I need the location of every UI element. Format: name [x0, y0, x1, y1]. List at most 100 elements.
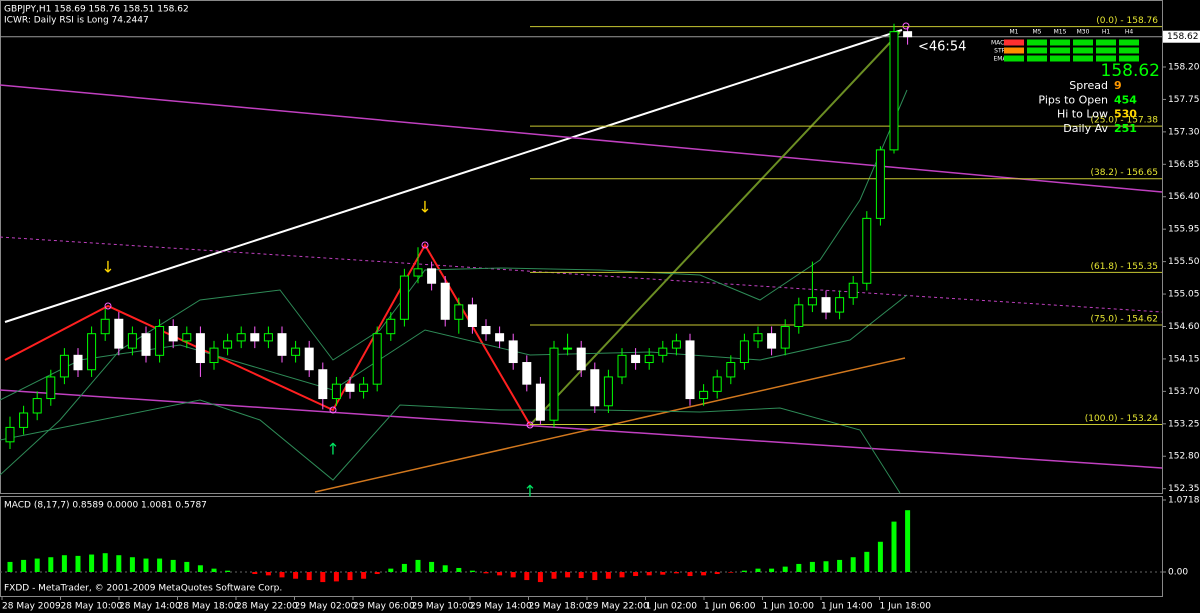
- macd-bar: [633, 571, 639, 577]
- macd-bar: [143, 558, 149, 572]
- candle-body: [277, 333, 287, 356]
- timeframe: H1: [1102, 29, 1111, 36]
- macd-bar: [401, 563, 407, 572]
- macd-bar: [864, 551, 870, 572]
- timeframe: H4: [1125, 29, 1134, 36]
- indicator: MACD: [991, 40, 1009, 47]
- signal-cell: [1050, 47, 1070, 54]
- candle-body: [522, 362, 532, 385]
- candle-body: [263, 333, 273, 342]
- fib-trend: [529, 31, 901, 426]
- candle-body: [794, 304, 804, 327]
- y-tick-label: 157.75: [1168, 95, 1200, 105]
- macd-bar: [605, 571, 611, 579]
- candle-body: [549, 347, 559, 421]
- signal-cell: [1096, 55, 1116, 62]
- candle-body: [726, 362, 736, 378]
- y-tick-label: 157.30: [1168, 127, 1200, 137]
- macd-bar: [306, 571, 312, 581]
- macd-bar: [714, 571, 720, 575]
- candle-body: [114, 318, 124, 349]
- band-lower: [0, 399, 901, 494]
- candle-body: [73, 354, 83, 371]
- signal-cell: [1004, 55, 1024, 62]
- macd-bar: [48, 557, 54, 572]
- candle-body: [372, 333, 382, 385]
- macd-bar: [497, 571, 503, 576]
- candle-body: [386, 318, 396, 335]
- macd-bar: [510, 571, 516, 578]
- macd-bar: [769, 568, 775, 572]
- current-price-box: [1163, 30, 1200, 43]
- x-tick-label: 28 May 10:00: [61, 602, 123, 612]
- candle-body: [848, 282, 858, 299]
- candle-body: [182, 333, 192, 342]
- candle-body: [603, 376, 613, 407]
- signal-cell: [1119, 55, 1139, 62]
- candle-body: [508, 340, 518, 364]
- info-label: Spread: [1069, 79, 1108, 92]
- macd-tick-label: 1.0718: [1168, 496, 1200, 506]
- band-mid: [0, 294, 908, 401]
- macd-bar: [551, 571, 557, 579]
- macd-tick-label: 0.00: [1168, 567, 1188, 577]
- y-tick-label: 156.40: [1168, 192, 1200, 202]
- y-tick-label: 155.50: [1168, 257, 1200, 267]
- candle-body: [685, 340, 695, 400]
- macd-bar: [184, 561, 190, 572]
- candle-body: [875, 149, 885, 219]
- candle-body: [127, 333, 137, 349]
- candle-body: [331, 383, 341, 400]
- y-tick-label: 156.85: [1168, 160, 1200, 170]
- y-tick-label: 154.60: [1168, 322, 1200, 332]
- macd-bar: [701, 571, 707, 576]
- macd-bar: [537, 571, 543, 583]
- info-value: 251: [1114, 122, 1137, 135]
- fib-label: (61.8) - 155.35: [1090, 262, 1158, 272]
- y-tick-label: 155.05: [1168, 290, 1200, 300]
- macd-bar: [388, 568, 394, 572]
- current-price-label: 158.62: [1167, 32, 1199, 42]
- macd-bar: [293, 571, 299, 579]
- y-tick-label: 153.25: [1168, 419, 1200, 429]
- candle-body: [141, 333, 151, 356]
- candle-body: [46, 376, 56, 400]
- macd-bar: [129, 557, 135, 572]
- macd-bar: [116, 555, 122, 572]
- candle-body: [712, 376, 722, 392]
- candle-body: [19, 412, 29, 428]
- macd-bar: [456, 567, 462, 572]
- y-tick-label: 158.20: [1168, 62, 1200, 72]
- macd-bar: [809, 561, 815, 572]
- chart-title: GBPJPY,H1 158.69 158.76 158.51 158.62: [4, 5, 189, 15]
- candle-body: [291, 347, 301, 356]
- candle-body: [780, 325, 790, 349]
- candle-body: [644, 354, 654, 364]
- fib-label: (100.0) - 153.24: [1085, 414, 1159, 424]
- candle-body: [236, 333, 246, 342]
- candle-body: [903, 31, 913, 38]
- macd-bar: [905, 510, 911, 572]
- macd-bar: [89, 554, 95, 572]
- candle-body: [495, 333, 505, 342]
- main-frame: [0, 0, 1163, 494]
- y-tick-label: 152.80: [1168, 452, 1200, 462]
- indicator: STR: [994, 48, 1006, 55]
- candle-body: [767, 333, 777, 349]
- x-tick-label: 28 May 14:00: [119, 602, 181, 612]
- signal-cell: [1119, 47, 1139, 54]
- macd-bar: [197, 565, 203, 572]
- candle-body: [32, 398, 42, 414]
- fib-label: (0.0) - 158.76: [1096, 16, 1158, 26]
- macd-bar: [877, 541, 883, 572]
- arrow-down: ↓: [101, 258, 114, 277]
- pivot: [329, 406, 337, 414]
- macd-bar: [265, 571, 271, 576]
- macd-bar: [592, 571, 598, 581]
- macd-bar: [34, 558, 40, 572]
- candle-body: [87, 333, 97, 371]
- info-value: 454: [1114, 93, 1137, 106]
- macd-bar: [891, 521, 897, 572]
